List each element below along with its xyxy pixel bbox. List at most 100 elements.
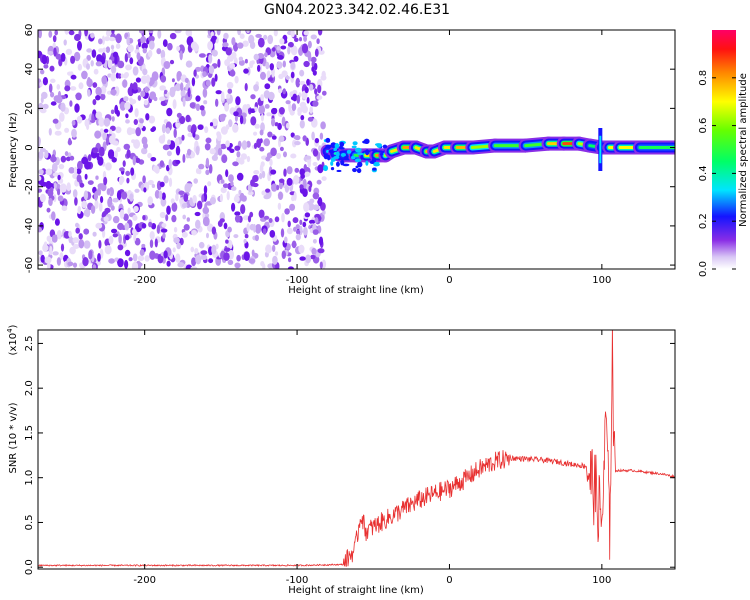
- noise-blob: [60, 52, 66, 62]
- noise-blob: [68, 230, 72, 238]
- noise-blob: [124, 249, 131, 257]
- noise-blob: [153, 165, 160, 173]
- noise-blob: [181, 134, 185, 141]
- noise-blob: [43, 64, 49, 69]
- noise-blob: [281, 250, 286, 259]
- noise-blob: [124, 101, 131, 111]
- noise-blob: [38, 137, 41, 147]
- noise-blob: [220, 187, 227, 194]
- noise-blob: [126, 177, 130, 184]
- spectrogram-heat-layer: [38, 30, 675, 269]
- spectrogram-ytick-label: 20: [24, 102, 35, 115]
- noise-blob: [203, 185, 208, 195]
- noise-blob: [299, 256, 306, 261]
- noise-blob: [248, 258, 256, 264]
- noise-blob: [226, 81, 234, 89]
- noise-blob: [222, 42, 229, 48]
- noise-blob: [317, 84, 322, 94]
- noise-blob: [140, 90, 146, 98]
- noise-blob: [222, 183, 229, 188]
- noise-blob: [81, 70, 88, 80]
- noise-blob: [280, 45, 287, 50]
- noise-blob: [92, 99, 97, 106]
- noise-blob: [289, 203, 296, 211]
- noise-blob: [293, 135, 301, 140]
- noise-blob: [112, 215, 120, 224]
- noise-blob: [144, 255, 150, 262]
- noise-blob: [264, 104, 270, 109]
- noise-blob: [246, 103, 251, 109]
- noise-blob: [287, 220, 291, 228]
- noise-blob: [103, 128, 109, 133]
- noise-blob: [161, 123, 166, 134]
- noise-blob: [290, 30, 295, 38]
- onset-blob: [382, 144, 388, 149]
- noise-blob: [276, 61, 283, 69]
- noise-blob: [149, 231, 155, 240]
- noise-blob: [132, 214, 138, 221]
- noise-blob: [195, 145, 200, 156]
- noise-blob: [47, 189, 54, 197]
- colorbar-label: Normalized spectral amplitude: [738, 73, 749, 227]
- noise-blob: [63, 39, 67, 46]
- noise-blob: [105, 162, 112, 171]
- noise-blob: [190, 127, 195, 134]
- noise-blob: [202, 71, 207, 78]
- noise-blob: [170, 198, 175, 204]
- noise-blob: [48, 128, 52, 136]
- noise-blob: [322, 90, 327, 96]
- snr-scale-exponent: 4: [6, 328, 14, 333]
- noise-blob: [41, 54, 48, 65]
- noise-blob: [78, 239, 85, 249]
- noise-blob: [68, 167, 75, 174]
- noise-blob: [287, 266, 294, 269]
- noise-blob: [280, 228, 285, 238]
- noise-blob: [256, 138, 262, 148]
- noise-blob: [278, 191, 283, 200]
- noise-blob: [270, 147, 277, 157]
- noise-blob: [160, 75, 167, 83]
- noise-blob: [199, 105, 205, 111]
- noise-blob: [67, 261, 74, 267]
- noise-blob: [154, 238, 158, 248]
- noise-blob: [126, 36, 130, 46]
- noise-blob: [197, 124, 204, 130]
- noise-blob: [130, 167, 135, 176]
- noise-blob: [278, 178, 285, 183]
- noise-blob: [173, 237, 180, 244]
- noise-blob: [51, 211, 56, 221]
- noise-blob: [119, 101, 126, 111]
- noise-blob: [38, 30, 42, 39]
- noise-blob: [287, 41, 294, 48]
- noise-blob: [40, 254, 45, 263]
- noise-blob: [87, 180, 94, 186]
- noise-blob: [243, 251, 250, 261]
- noise-blob: [83, 228, 90, 235]
- noise-blob: [269, 158, 273, 166]
- noise-blob: [72, 262, 78, 268]
- noise-blob: [253, 84, 259, 92]
- noise-blob: [195, 254, 202, 265]
- noise-blob: [95, 111, 103, 119]
- noise-blob: [159, 96, 166, 102]
- noise-blob: [259, 146, 265, 152]
- noise-blob: [307, 202, 315, 211]
- noise-blob: [92, 82, 98, 88]
- noise-blob: [246, 30, 250, 34]
- noise-blob: [228, 249, 234, 260]
- noise-blob: [225, 239, 229, 244]
- noise-blob: [179, 50, 183, 61]
- noise-blob: [253, 53, 259, 61]
- noise-blob: [39, 81, 43, 87]
- noise-blob: [143, 99, 149, 106]
- noise-blob: [87, 154, 92, 162]
- snr-ytick-label: 2.5: [24, 335, 35, 351]
- noise-blob: [108, 36, 116, 42]
- noise-blob: [102, 132, 107, 141]
- noise-blob: [38, 175, 42, 181]
- noise-blob: [300, 115, 305, 121]
- noise-blob: [191, 77, 196, 87]
- noise-blob: [174, 30, 182, 34]
- noise-blob: [169, 32, 177, 40]
